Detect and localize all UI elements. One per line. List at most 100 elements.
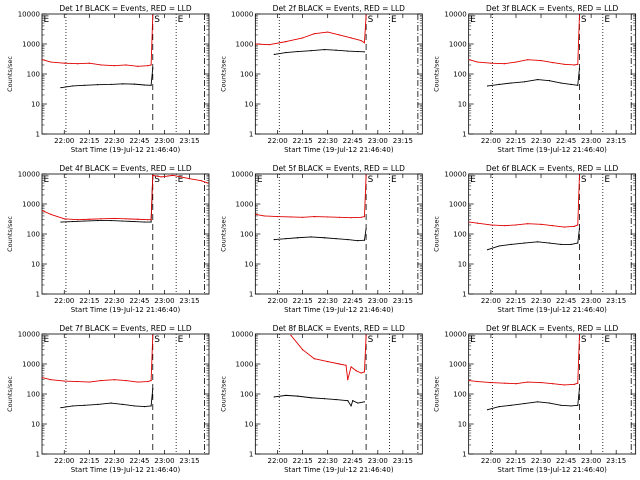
y-tick-label: 100	[453, 231, 466, 239]
lld-data-point	[263, 215, 265, 217]
lld-data-point	[290, 334, 292, 336]
events-data-point	[347, 239, 349, 241]
lld-data-point	[540, 381, 542, 384]
lld-data-point	[268, 44, 270, 46]
events-data-point	[548, 80, 550, 82]
x-tick-label: 22:30	[318, 137, 338, 145]
y-axis-label: Counts/sec	[433, 216, 441, 252]
events-series-line	[60, 67, 154, 89]
lld-data-point	[573, 383, 576, 385]
events-data-point	[72, 220, 74, 223]
chart-title: Det 7f BLACK = Events, RED = LLD	[59, 324, 192, 333]
x-axis-label: Start Time (19-Jul-12 21:46:40)	[497, 306, 607, 314]
lld-data-point	[172, 174, 174, 176]
y-tick-label: 1	[249, 291, 253, 299]
y-tick-label: 10000	[444, 331, 466, 339]
y-tick-label: 100	[240, 71, 253, 79]
x-tick-label: 22:00	[54, 137, 74, 145]
events-data-point	[510, 243, 512, 245]
y-tick-label: 1000	[236, 201, 254, 209]
x-axis-label: Start Time (19-Jul-12 21:46:40)	[71, 306, 181, 314]
lld-data-point	[327, 361, 329, 363]
x-tick-label: 23:00	[581, 457, 601, 465]
lld-data-point	[355, 370, 357, 372]
lld-data-point	[350, 217, 352, 219]
lld-data-point	[563, 63, 566, 65]
events-data-point	[347, 400, 349, 402]
y-tick-label: 1	[249, 451, 253, 459]
lld-data-point	[113, 217, 115, 220]
x-tick-label: 22:30	[318, 297, 338, 305]
events-data-point	[72, 85, 74, 87]
lld-data-point	[327, 31, 329, 33]
x-tick-label: 23:00	[368, 457, 388, 465]
lld-data-point	[150, 219, 152, 221]
x-tick-label: 23:00	[581, 137, 601, 145]
events-data-point	[498, 245, 500, 247]
lld-data-point	[503, 225, 505, 227]
corner-marker-label: E	[470, 15, 476, 25]
events-data-point	[570, 405, 572, 407]
plot-frame	[254, 13, 423, 135]
lld-series-line	[290, 335, 367, 381]
x-tick-label: 22:00	[54, 457, 74, 465]
lld-data-point	[503, 382, 505, 384]
plot-frame	[41, 333, 210, 455]
events-data-point	[537, 401, 539, 403]
x-tick-label: 23:15	[606, 137, 626, 145]
x-tick-label: 22:00	[268, 457, 288, 465]
lld-data-point	[113, 65, 115, 67]
time-marker-label: E	[604, 15, 610, 25]
lld-data-point	[515, 224, 517, 226]
x-tick-label: 22:15	[506, 297, 526, 305]
y-tick-label: 1	[462, 451, 466, 459]
chart-title: Det 5f BLACK = Events, RED = LLD	[273, 164, 406, 173]
lld-data-point	[350, 366, 352, 368]
events-data-point	[110, 83, 112, 85]
lld-data-point	[327, 216, 329, 218]
events-data-point	[273, 396, 275, 398]
y-tick-label: 100	[240, 391, 253, 399]
lld-data-point	[540, 223, 542, 225]
x-tick-label: 22:00	[481, 297, 501, 305]
y-tick-label: 100	[27, 231, 40, 239]
time-marker-label: S	[154, 15, 160, 25]
events-data-point	[486, 409, 489, 411]
events-data-point	[150, 221, 152, 223]
lld-data-point	[490, 224, 492, 226]
events-data-point	[548, 402, 550, 404]
events-data-point	[323, 398, 325, 400]
lld-data-point	[476, 380, 479, 383]
time-marker-label: E	[391, 175, 397, 185]
x-tick-label: 22:00	[268, 297, 288, 305]
x-tick-label: 22:30	[104, 297, 124, 305]
events-data-point	[537, 241, 539, 243]
events-data-point	[537, 79, 539, 81]
plot-frame	[41, 173, 210, 295]
events-data-point	[285, 51, 287, 54]
events-data-point	[97, 219, 99, 222]
lld-data-point	[468, 379, 470, 382]
y-tick-label: 10000	[18, 11, 40, 19]
y-axis-label: Counts/sec	[219, 56, 227, 92]
events-data-point	[72, 405, 74, 407]
x-tick-label: 23:15	[606, 457, 626, 465]
lld-data-point	[125, 379, 127, 382]
lld-data-point	[563, 226, 566, 228]
lld-data-point	[50, 379, 52, 381]
events-data-point	[578, 68, 581, 70]
plot-frame	[254, 333, 423, 455]
y-tick-label: 10	[458, 421, 467, 429]
x-axis-label: Start Time (19-Jul-12 21:46:40)	[284, 466, 394, 474]
x-axis-label: Start Time (19-Jul-12 21:46:40)	[71, 146, 181, 154]
y-tick-label: 10	[244, 101, 253, 109]
y-tick-label: 10	[244, 421, 253, 429]
time-marker-label: S	[581, 175, 587, 185]
y-axis-label: Counts/sec	[6, 56, 14, 92]
chart-panel: Det 5f BLACK = Events, RED = LLD 1 10 100 10…	[219, 164, 423, 314]
events-data-point	[122, 403, 124, 405]
events-data-point	[498, 406, 500, 408]
time-marker-label: E	[391, 335, 397, 345]
y-tick-label: 1	[249, 131, 253, 139]
lld-data-point	[125, 218, 127, 220]
